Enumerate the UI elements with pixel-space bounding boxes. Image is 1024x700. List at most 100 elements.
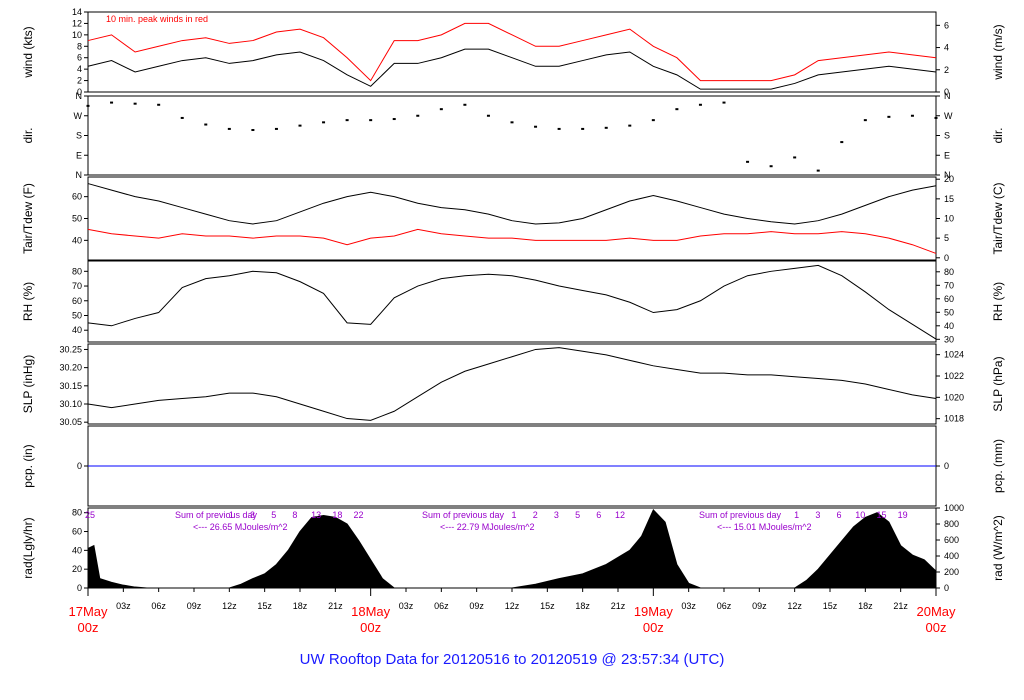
- data-point: [157, 104, 160, 106]
- x-tick-label: 06z: [434, 601, 449, 611]
- right-tick-label: N: [944, 91, 951, 101]
- data-point: [628, 125, 631, 127]
- x-tick-label: 15z: [257, 601, 272, 611]
- right-tick-label: 1000: [944, 503, 964, 513]
- y-axis-label-left: rad(Lgly/hr): [21, 517, 35, 578]
- data-point: [840, 141, 843, 143]
- right-tick-label: 10: [944, 214, 954, 224]
- data-point: [299, 125, 302, 127]
- panel-slp: 30.0530.1030.1530.2030.25101810201022102…: [21, 344, 1005, 427]
- right-tick-label: 600: [944, 535, 959, 545]
- right-tick-label: 0: [944, 583, 949, 593]
- left-tick-label: 70: [72, 281, 82, 291]
- rad-hour-mark: 1: [229, 510, 234, 520]
- rad-hour-mark: 19: [898, 510, 908, 520]
- left-tick-label: 30.10: [59, 399, 82, 409]
- panel-frame: [88, 12, 936, 92]
- data-point: [770, 165, 773, 167]
- panel-rh: 4050607080304050607080RH (%) RH (%): [21, 261, 1005, 344]
- left-tick-label: 30.20: [59, 363, 82, 373]
- panel-frame: [88, 261, 936, 342]
- rad-hour-mark: 13: [311, 510, 321, 520]
- right-tick-label: 70: [944, 280, 954, 290]
- data-point: [110, 102, 113, 104]
- right-tick-label: 2: [944, 65, 949, 75]
- data-point: [817, 170, 820, 172]
- data-point: [440, 108, 443, 110]
- rad-hour-mark: 22: [354, 510, 364, 520]
- data-point: [605, 127, 608, 129]
- rad-hour-mark: 6: [837, 510, 842, 520]
- series-line-wind: [88, 49, 936, 89]
- rad-sum-value: <--- 26.65 MJoules/m^2: [193, 522, 288, 532]
- x-tick-label: 06z: [151, 601, 166, 611]
- wind-annotation: 10 min. peak winds in red: [106, 14, 208, 24]
- data-point: [581, 128, 584, 130]
- data-point: [534, 126, 537, 128]
- data-point: [416, 115, 419, 117]
- right-tick-label: 200: [944, 567, 959, 577]
- data-point: [723, 102, 726, 104]
- x-tick-label: 18z: [293, 601, 308, 611]
- data-point: [911, 115, 914, 117]
- right-tick-label: 50: [944, 307, 954, 317]
- left-tick-label: 12: [72, 18, 82, 28]
- right-tick-label: 30: [944, 334, 954, 344]
- right-tick-label: 80: [944, 267, 954, 277]
- x-tick-label: 03z: [399, 601, 414, 611]
- right-tick-label: 4: [944, 43, 949, 53]
- panel-frame: [88, 508, 936, 588]
- y-axis-label-right: wind (m/s): [991, 24, 1005, 80]
- left-tick-label: N: [76, 170, 83, 180]
- rad-hour-mark: 8: [292, 510, 297, 520]
- y-axis-label-right: pcp. (mm): [991, 439, 1005, 493]
- left-tick-label: 10: [72, 30, 82, 40]
- page-title: UW Rooftop Data for 20120516 to 20120519…: [0, 651, 1024, 668]
- rad-hour-mark: 6: [596, 510, 601, 520]
- data-point: [793, 156, 796, 158]
- y-axis-label-left: Tair/Tdew (F): [21, 183, 35, 254]
- x-tick-label: 12z: [505, 601, 520, 611]
- left-tick-label: 30.05: [59, 417, 82, 427]
- right-tick-label: E: [944, 150, 950, 160]
- rad-hour-mark: 3: [815, 510, 820, 520]
- data-point: [181, 117, 184, 119]
- right-tick-label: 60: [944, 294, 954, 304]
- x-tick-label: 21z: [328, 601, 343, 611]
- data-point: [251, 129, 254, 131]
- x-date-hour: 00z: [643, 620, 664, 635]
- left-tick-label: E: [76, 150, 82, 160]
- left-tick-label: 30.15: [59, 381, 82, 391]
- x-date-label: 18May: [351, 604, 391, 619]
- rad-sum-value: <--- 22.79 MJoules/m^2: [440, 522, 535, 532]
- rad-hour-mark: 5: [575, 510, 580, 520]
- left-tick-label: 80: [72, 266, 82, 276]
- x-tick-label: 12z: [222, 601, 237, 611]
- data-point: [864, 119, 867, 121]
- rad-hour-mark: 2: [533, 510, 538, 520]
- right-tick-label: 40: [944, 321, 954, 331]
- left-tick-label: 2: [77, 76, 82, 86]
- data-point: [322, 121, 325, 123]
- right-tick-label: S: [944, 131, 950, 141]
- data-point: [228, 128, 231, 130]
- y-axis-label-left: pcp. (in): [21, 444, 35, 487]
- rad-hour-mark: 10: [855, 510, 865, 520]
- panel-temp: 40506005101520Tair/Tdew (F) Tair/Tdew (C): [21, 174, 1005, 263]
- rad-hour-mark: 15: [876, 510, 886, 520]
- right-tick-label: 1024: [944, 350, 964, 360]
- right-tick-label: 5: [944, 233, 949, 243]
- left-tick-label: 30.25: [59, 344, 82, 354]
- y-axis-label-left: wind (kts): [21, 26, 35, 78]
- x-tick-label: 21z: [893, 601, 908, 611]
- x-axis: 03z 06z 09z 12z 15z 18z 21z 03z 06z 09z 12z 15z 18z 2…: [68, 588, 956, 635]
- left-tick-label: 60: [72, 296, 82, 306]
- left-tick-label: 0: [77, 461, 82, 471]
- series-line-slp: [88, 348, 936, 421]
- left-tick-label: 8: [77, 41, 82, 51]
- data-point: [204, 124, 207, 126]
- left-tick-label: 40: [72, 235, 82, 245]
- data-point: [275, 128, 278, 130]
